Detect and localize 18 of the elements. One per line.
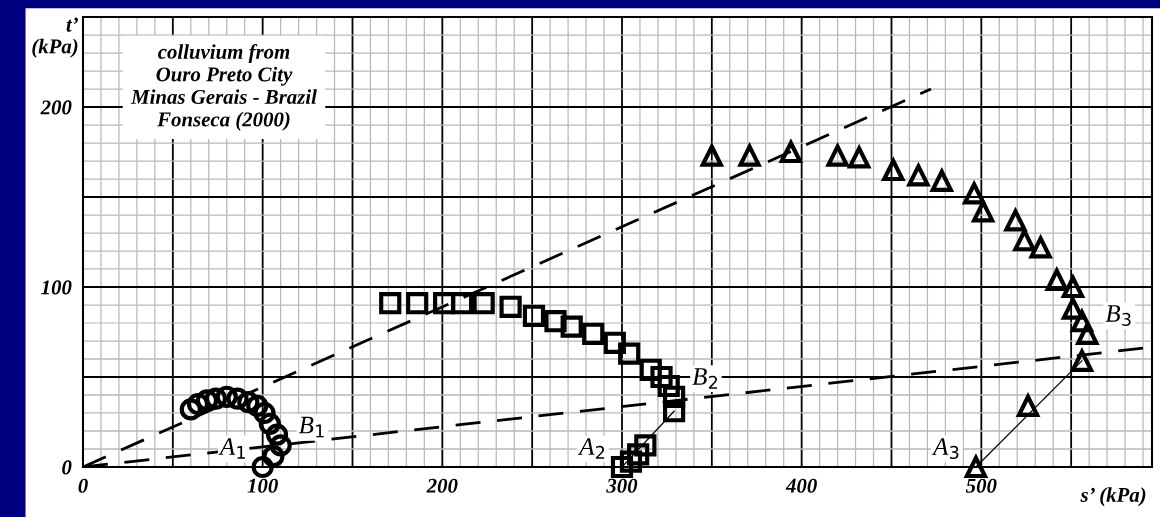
x-tick-label: 0 xyxy=(78,478,88,493)
x-tick-label: 400 xyxy=(785,478,817,493)
annotation: colluvium from Ouro Preto City Minas Gerais - Brazil Fonseca (2000) xyxy=(130,44,317,131)
x-tick-label: 200 xyxy=(426,478,458,493)
x-tick-label: 100 xyxy=(247,478,278,493)
x-axis-title: s’ (kPa) xyxy=(1080,487,1146,507)
annotation: A$_{2}$ xyxy=(577,438,605,459)
annotation: A$_{3}$ xyxy=(931,438,959,460)
x-tick-label: 300 xyxy=(606,478,638,493)
x-tick-label: 500 xyxy=(965,478,997,493)
y-tick-label: 200 xyxy=(40,100,72,115)
annotation: A$_{1}$ xyxy=(218,438,245,459)
annotation: B$_{2}$ xyxy=(692,368,718,389)
annotation: B$_{3}$ xyxy=(1105,305,1131,326)
y-tick-label: 100 xyxy=(41,280,72,295)
annotation: B$_{1}$ xyxy=(298,416,324,438)
y-tick-label: 0 xyxy=(62,460,72,475)
y-axis-title: t’ (kPa) xyxy=(32,17,78,58)
